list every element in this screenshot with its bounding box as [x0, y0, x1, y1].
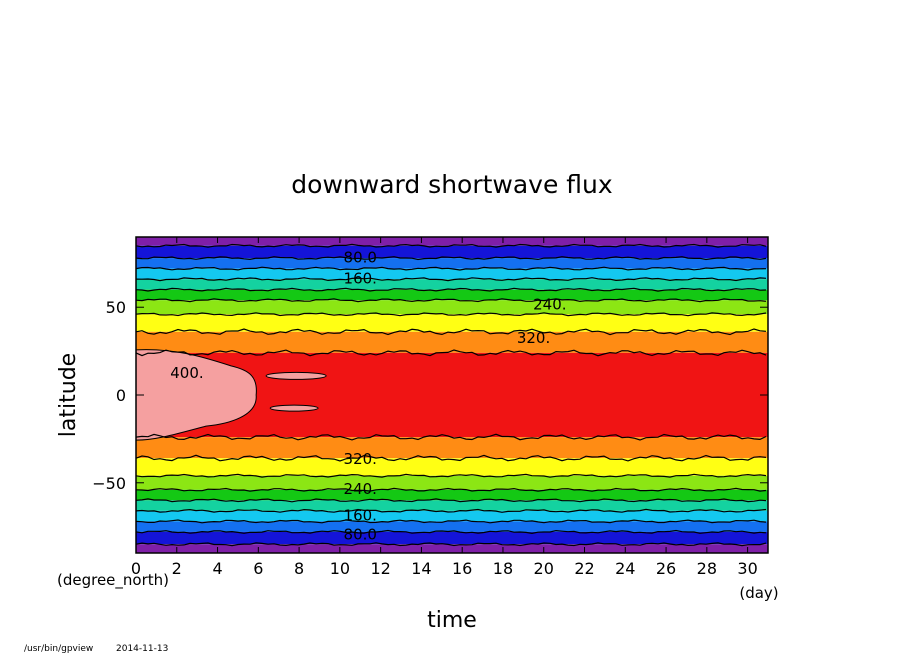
flux-band — [136, 458, 768, 476]
x-tick-label: 4 — [212, 559, 222, 578]
x-tick-label: 20 — [534, 559, 554, 578]
contour-line — [135, 508, 767, 513]
x-tick-label: 0 — [131, 559, 141, 578]
contour-line — [135, 266, 767, 271]
contour-line — [135, 473, 767, 478]
contour-label: 240. — [344, 480, 377, 498]
y-tick-label: −50 — [92, 474, 126, 493]
flux-band — [136, 544, 768, 553]
high-flux-streak — [269, 404, 319, 412]
x-tick-label: 2 — [172, 559, 182, 578]
flux-band — [136, 510, 768, 522]
contour-line — [135, 243, 767, 248]
contour-line — [135, 454, 767, 462]
x-axis-label: time — [427, 608, 477, 633]
contour-line — [135, 287, 767, 292]
x-axis-unit: (day) — [739, 584, 778, 602]
contour-line — [135, 519, 767, 524]
flux-band — [136, 300, 768, 315]
y-axis-label: latitude — [56, 353, 81, 437]
contour-label: 320. — [517, 329, 550, 347]
flux-band — [136, 521, 768, 532]
contour-line — [135, 498, 767, 503]
contour-line — [135, 277, 767, 282]
plot-area: 80.0 160. 240. 320. 400. 320. 240. 160. 80.0 — [135, 237, 768, 553]
contour-line — [135, 256, 767, 261]
contour-line — [135, 298, 767, 303]
high-flux-streak — [265, 371, 327, 380]
flux-band — [136, 475, 768, 490]
x-tick-label: 18 — [493, 559, 513, 578]
y-axis-unit: (degree_north) — [57, 571, 169, 590]
contour-line — [135, 542, 767, 547]
contour-label: 400. — [170, 364, 203, 382]
contour-line — [135, 529, 767, 535]
x-tick-label: 6 — [253, 559, 263, 578]
contour-line — [135, 328, 767, 336]
flux-band — [136, 258, 768, 269]
contour-line — [135, 433, 767, 441]
flux-band — [136, 245, 768, 259]
contour-line — [135, 312, 767, 317]
flux-band — [136, 531, 768, 545]
flux-band — [136, 489, 768, 501]
contour-label: 240. — [533, 296, 566, 314]
flux-band — [136, 314, 768, 332]
flux-band — [136, 437, 768, 459]
x-axis: 0 2 4 6 8 10 12 14 16 18 20 22 24 26 28 30 — [131, 237, 758, 578]
contour-label: 160. — [344, 506, 377, 524]
x-tick-label: 16 — [452, 559, 472, 578]
contour-label: 80.0 — [344, 526, 377, 544]
x-tick-label: 26 — [656, 559, 676, 578]
x-tick-label: 28 — [697, 559, 717, 578]
x-tick-label: 10 — [330, 559, 350, 578]
flux-band — [136, 331, 768, 353]
x-tick-label: 24 — [615, 559, 635, 578]
x-tick-label: 14 — [411, 559, 431, 578]
contour-line — [135, 349, 767, 357]
y-tick-label: 50 — [106, 298, 126, 317]
contour-label: 160. — [344, 269, 377, 287]
contour-label: 320. — [344, 450, 377, 468]
footer-program: /usr/bin/gpview — [24, 644, 93, 654]
flux-band — [136, 279, 768, 290]
x-tick-label: 8 — [294, 559, 304, 578]
x-tick-label: 22 — [574, 559, 594, 578]
chart-title: downward shortwave flux — [291, 170, 612, 199]
flux-band — [136, 500, 768, 511]
footer-date: 2014-11-13 — [116, 644, 168, 654]
contour-line — [135, 487, 767, 492]
flux-band — [136, 289, 768, 301]
flux-band — [136, 237, 768, 246]
y-tick-label: 0 — [116, 386, 126, 405]
flux-band — [136, 268, 768, 280]
x-tick-label: 12 — [370, 559, 390, 578]
high-flux-region — [135, 349, 257, 441]
y-axis: 50 0 −50 — [92, 298, 768, 493]
contour-label: 80.0 — [344, 248, 377, 266]
x-tick-label: 30 — [737, 559, 757, 578]
